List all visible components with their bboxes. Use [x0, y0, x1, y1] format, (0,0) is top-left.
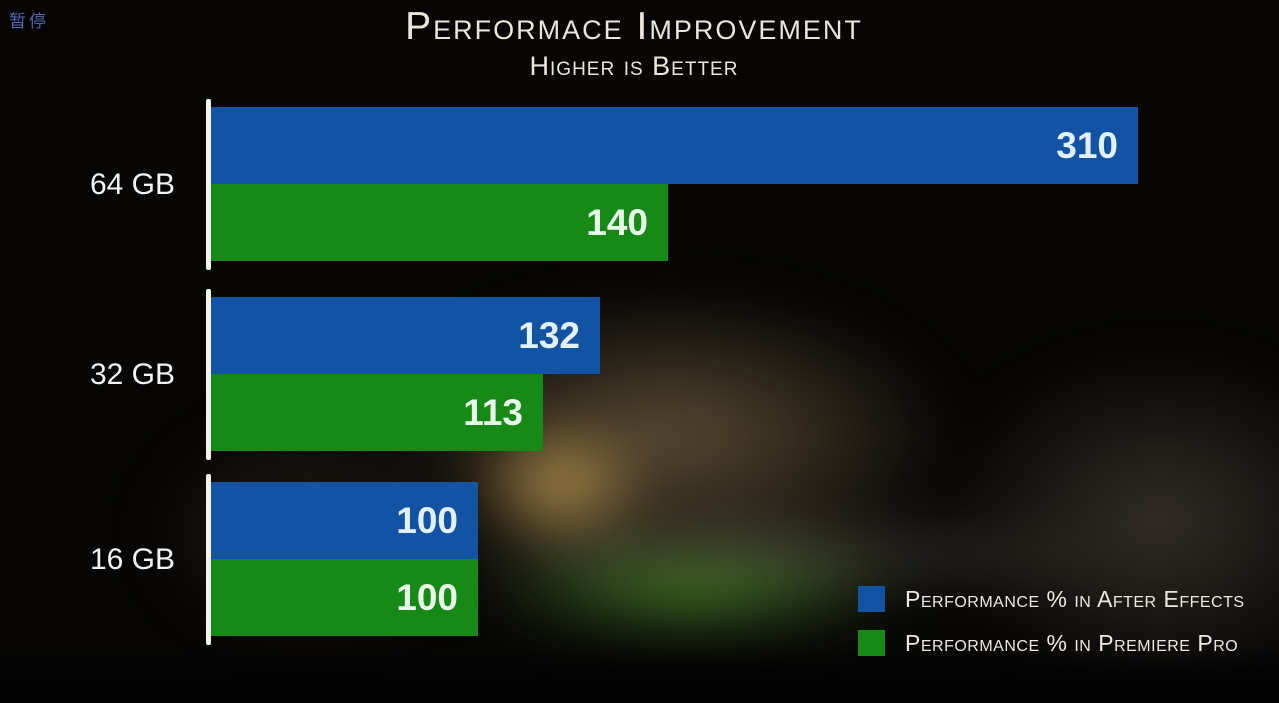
player-pause-overlay[interactable]: 暂停 [9, 12, 49, 31]
bar-value-label: 113 [463, 392, 523, 433]
bar-value-label: 310 [1056, 125, 1118, 166]
chart-title: Performace Improvement [405, 5, 863, 48]
legend: Performance % in After Effects Performan… [858, 584, 1245, 672]
bar-after-effects-32gb: 132 [211, 297, 600, 374]
bar-value-label: 100 [396, 500, 458, 541]
bar-pair: 310 140 [211, 107, 1138, 261]
bar-after-effects-64gb: 310 [211, 107, 1138, 184]
chart-subtitle: Higher is Better [529, 50, 739, 81]
category-label-64gb: 64 GB [89, 168, 175, 201]
axis-line-segment [206, 99, 211, 270]
bar-after-effects-16gb: 100 [211, 482, 478, 559]
bar-premiere-pro-16gb: 100 [211, 559, 478, 636]
legend-swatch-green [858, 630, 885, 656]
bar-group-32gb: 32 GB 132 113 [0, 289, 1279, 460]
chart-header: Performace Improvement Higher is Better [0, 5, 1268, 82]
bar-pair: 100 100 [211, 482, 478, 636]
bar-group-64gb: 64 GB 310 140 [0, 99, 1279, 270]
legend-item-premiere-pro: Performance % in Premiere Pro [858, 628, 1245, 658]
bottom-vignette [0, 650, 1279, 703]
category-label-32gb: 32 GB [89, 358, 175, 391]
legend-item-after-effects: Performance % in After Effects [858, 584, 1245, 614]
bar-group-16gb: 16 GB 100 100 [0, 474, 1279, 645]
legend-swatch-blue [858, 586, 885, 612]
axis-line-segment [206, 474, 211, 645]
background-blob [940, 350, 1279, 690]
bar-premiere-pro-32gb: 113 [211, 374, 543, 451]
bar-pair: 132 113 [211, 297, 600, 451]
legend-label-after-effects: Performance % in After Effects [905, 585, 1245, 612]
background-gpu-glow [470, 540, 910, 640]
bar-value-label: 140 [586, 202, 648, 243]
axis-line-segment [206, 289, 211, 460]
bar-value-label: 132 [518, 315, 580, 356]
bar-premiere-pro-64gb: 140 [211, 184, 668, 261]
bar-value-label: 100 [396, 577, 458, 618]
category-label-16gb: 16 GB [89, 543, 175, 576]
legend-label-premiere-pro: Performance % in Premiere Pro [905, 629, 1239, 656]
